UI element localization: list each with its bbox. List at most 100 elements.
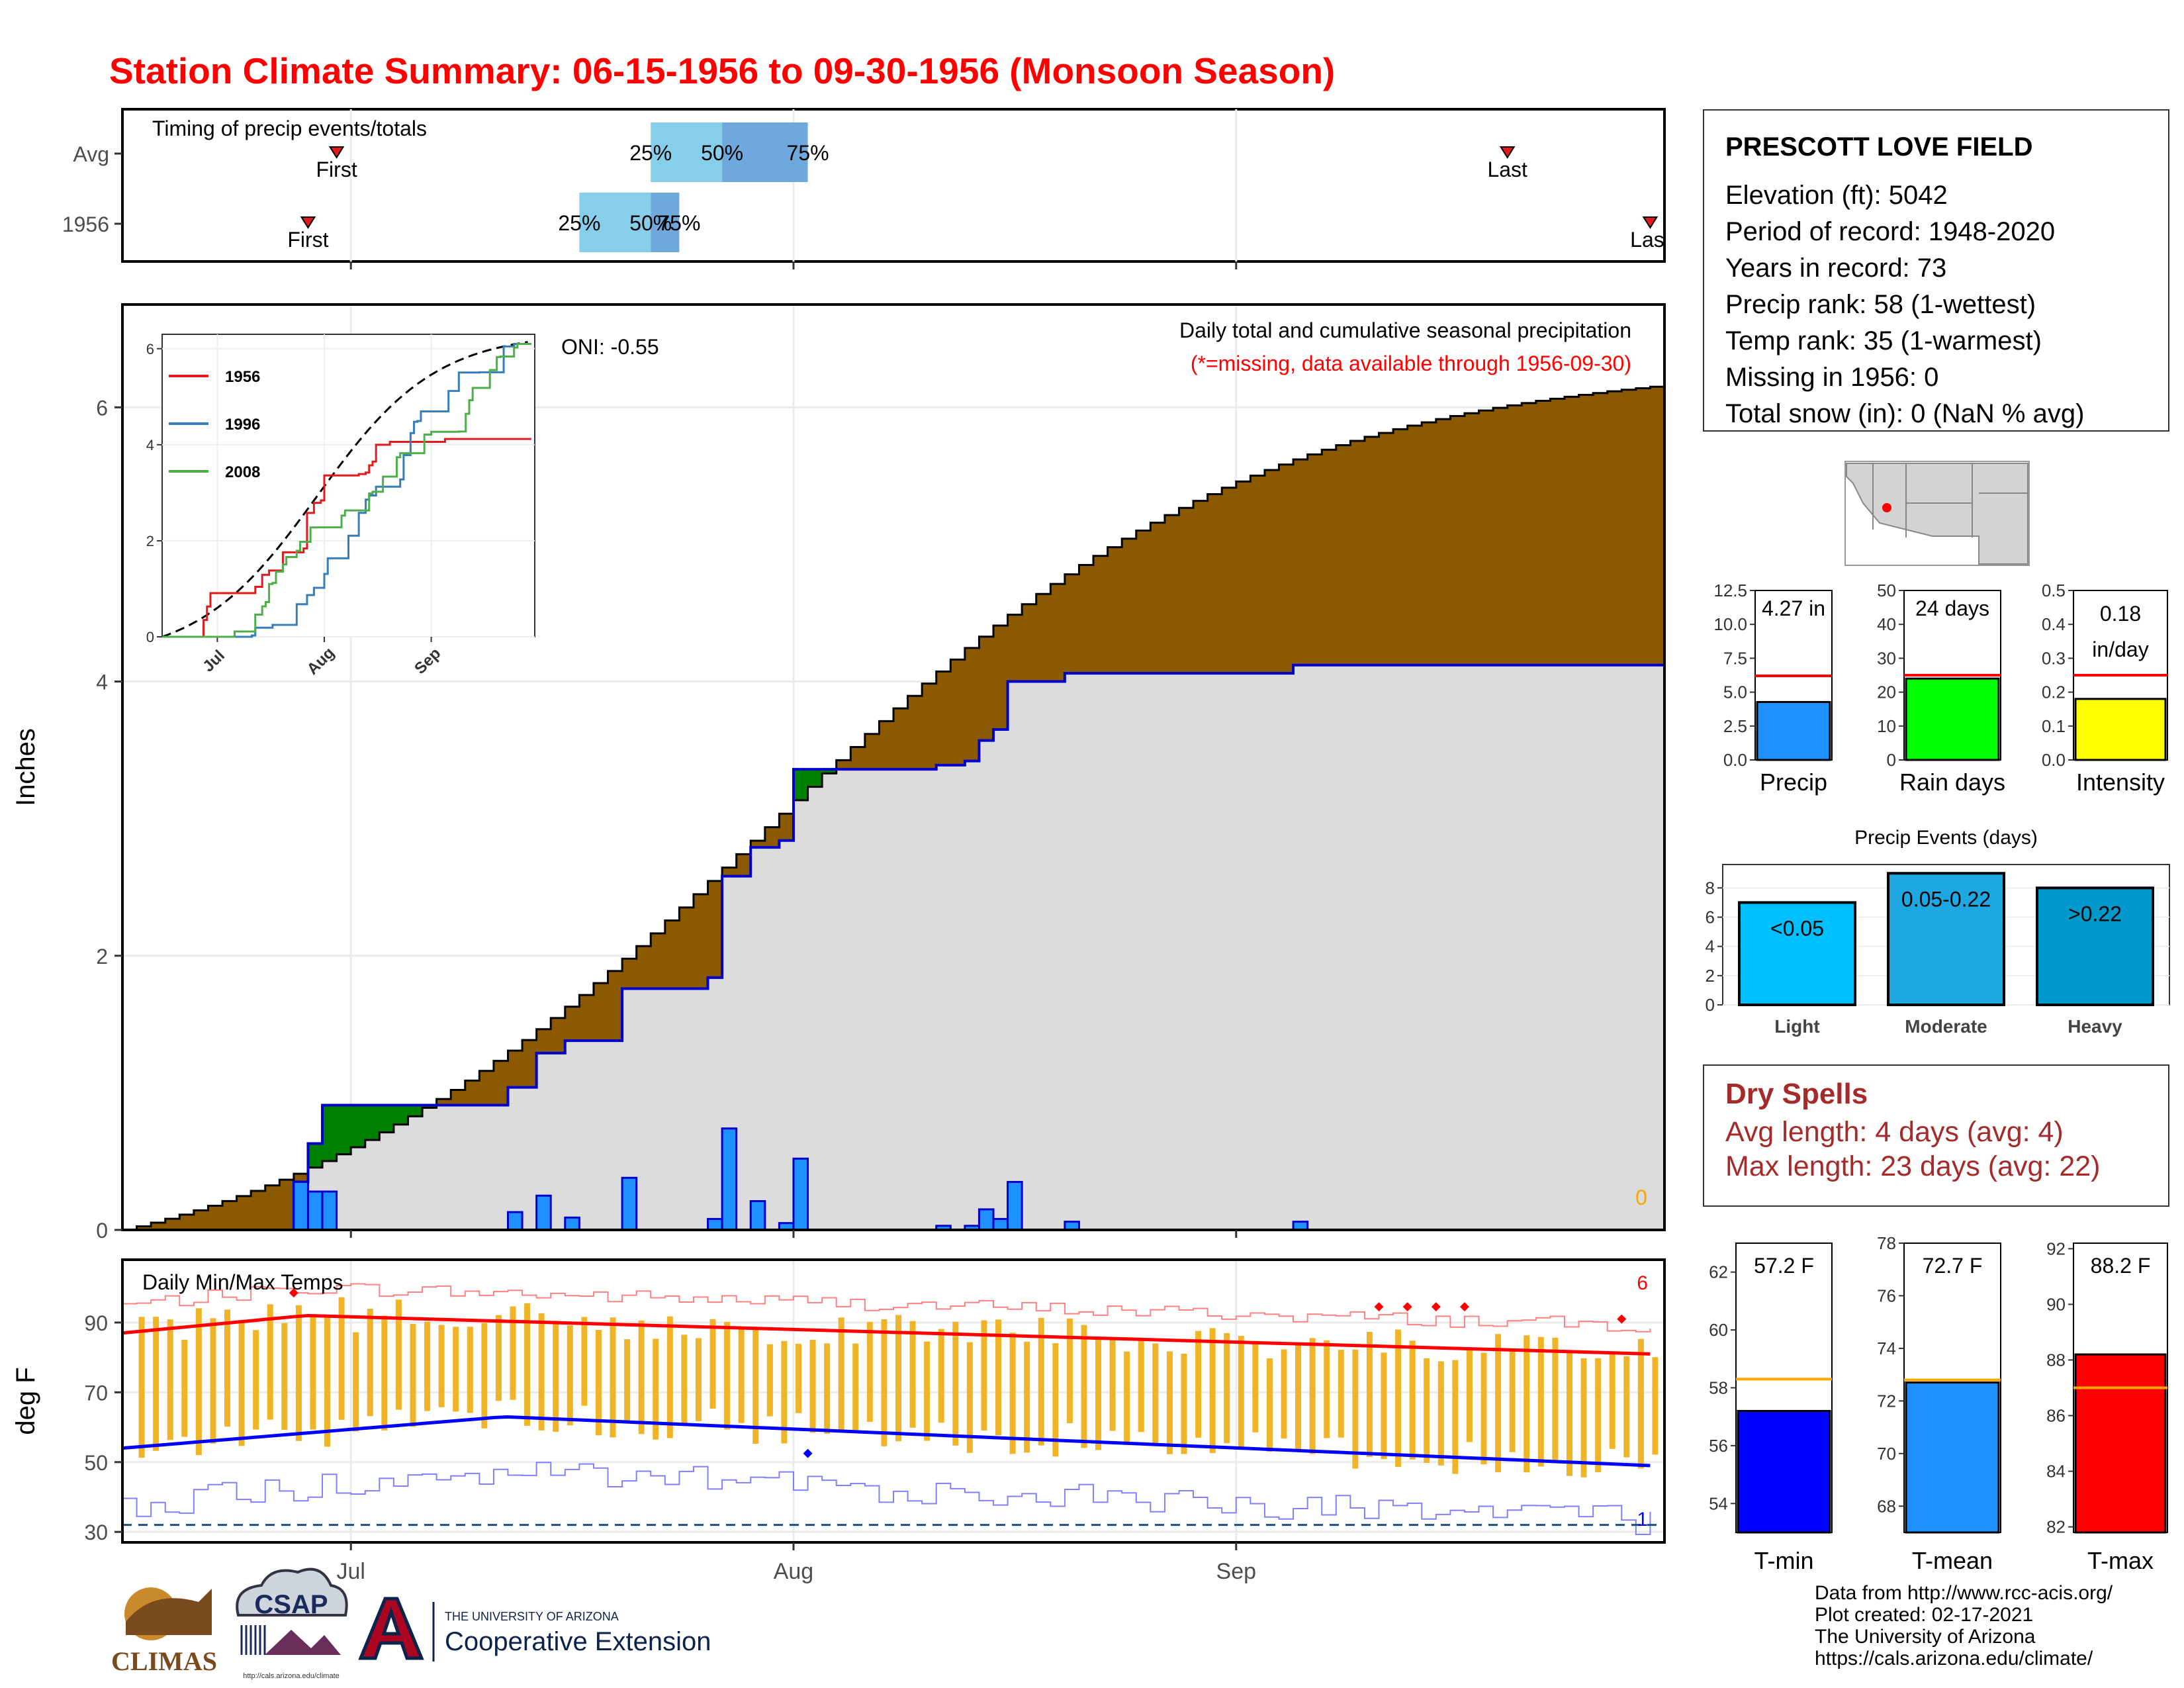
precip-total-label: Precip	[1760, 769, 1827, 796]
tmax-chart-tick-label: 90	[2046, 1294, 2066, 1314]
temp-record-high-count: 6	[1637, 1272, 1648, 1294]
x-axis-month-label: Jul	[336, 1559, 365, 1584]
tmean-chart-value: 72.7 F	[1923, 1254, 1983, 1278]
timing-p50-label: 50%	[629, 211, 672, 235]
temp-daily-range-bar	[1195, 1331, 1202, 1438]
temp-daily-range-bar	[1595, 1358, 1602, 1473]
temp-y-tick-label: 90	[84, 1311, 108, 1335]
temp-daily-range-bar	[1124, 1351, 1130, 1443]
tmean-chart-tick-label: 78	[1877, 1233, 1896, 1253]
temp-daily-range-bar	[395, 1299, 402, 1410]
temp-daily-range-bar	[1224, 1333, 1230, 1444]
temp-daily-range-bar	[353, 1332, 359, 1432]
inset-series-1996	[162, 343, 531, 638]
footer-url: https://cals.arizona.edu/climate/	[1815, 1648, 2093, 1669]
timing-bar-50-75	[651, 193, 680, 252]
temp-record-low-count: 1	[1637, 1509, 1648, 1530]
intensity-chart-bar	[2074, 698, 2167, 761]
temp-daily-range-bar	[1381, 1352, 1387, 1460]
temp-daily-range-bar	[1395, 1329, 1402, 1467]
temp-daily-range-bar	[709, 1319, 716, 1409]
page-title: Station Climate Summary: 06-15-1956 to 0…	[109, 50, 1336, 91]
precip-events-chart: Precip Events (days) 0 2 4 6 8 <0.05 Light 0.05-…	[1706, 827, 2170, 1037]
rain-days-chart-tick-label: 50	[1877, 581, 1896, 600]
temp-daily-range-bar	[238, 1321, 245, 1446]
timing-last-marker	[1499, 146, 1516, 159]
temp-daily-range-bar	[909, 1321, 916, 1428]
temp-daily-range-bar	[581, 1317, 588, 1406]
temp-daily-range-bar	[995, 1319, 1002, 1436]
temp-daily-range-bar	[1181, 1354, 1187, 1454]
timing-p50-label: 50%	[701, 141, 743, 165]
temp-daily-range-bar	[467, 1327, 473, 1413]
precip-daily-bar	[749, 1200, 766, 1231]
precip-daily-bar	[992, 1217, 1009, 1231]
precip-daily-bar	[1007, 1181, 1023, 1231]
intensity-chart-tick-label: 0.2	[2042, 682, 2066, 702]
temp-daily-range-bar	[210, 1318, 216, 1444]
temp-daily-range-bar	[1281, 1349, 1287, 1438]
map-state-borders	[1872, 463, 2028, 538]
precip-y-tick-label: 6	[96, 396, 108, 420]
timing-row-label: 1956	[62, 212, 109, 236]
precip-total-chart-tick-label: 10.0	[1713, 614, 1747, 634]
oni-label: ONI: -0.55	[561, 335, 659, 359]
temp-avg-min-line	[122, 1415, 1651, 1468]
precip-total-chart-bar	[1756, 701, 1831, 761]
precip-daily-bar	[507, 1211, 523, 1231]
rain-days-value: 24 days	[1915, 596, 1989, 620]
tmin-chart-tick-label: 62	[1709, 1262, 1728, 1282]
temp-daily-range-bar	[1609, 1353, 1615, 1449]
temp-daily-range-bar	[381, 1315, 388, 1430]
csap-logo-cloud	[236, 1568, 348, 1617]
temp-daily-range-bar	[895, 1315, 901, 1442]
precip-daily-bar	[707, 1217, 723, 1231]
dry-spells-avg: Avg length: 4 days (avg: 4)	[1725, 1116, 2064, 1148]
inset-legend-label: 1956	[225, 368, 260, 386]
temp-daily-range-bar	[1238, 1335, 1244, 1448]
precip-total-chart: 0.0 2.5 5.0 7.5 10.0 12.5 4.27 in Precip	[1713, 581, 1833, 796]
temp-daily-range-bar	[195, 1308, 202, 1456]
tmin-chart-tick-label: 58	[1709, 1378, 1728, 1398]
temp-daily-range-bar	[1152, 1343, 1159, 1443]
precip-subtitle: Daily total and cumulative seasonal prec…	[1179, 318, 1631, 342]
tmin-chart-label: T-min	[1754, 1547, 1814, 1574]
station-temp-rank: Temp rank: 35 (1-warmest)	[1725, 326, 2042, 355]
timing-p25-label: 25%	[629, 141, 672, 165]
temp-daily-range-bar	[453, 1327, 459, 1412]
temp-daily-range-bar	[1566, 1352, 1572, 1476]
temp-daily-range-bar	[510, 1306, 516, 1400]
tmax-chart-bar	[2074, 1353, 2167, 1534]
temp-daily-range-bar	[267, 1304, 273, 1420]
temp-daily-range-bar	[1580, 1358, 1587, 1477]
timing-p75-label: 75%	[787, 141, 829, 165]
tmin-chart-value: 57.2 F	[1754, 1254, 1814, 1278]
tmean-chart-tick-label: 70	[1877, 1444, 1896, 1464]
temp-daily-range-bar	[167, 1319, 173, 1440]
temp-daily-range-bar	[681, 1335, 688, 1427]
temp-daily-range-bar	[1495, 1334, 1502, 1473]
temp-daily-range-bar	[1424, 1358, 1430, 1464]
timing-bar-25-50	[651, 122, 723, 182]
events-tick-label: 6	[1706, 908, 1715, 927]
events-title: Precip Events (days)	[1854, 827, 2038, 849]
temp-daily-range-bar	[281, 1323, 288, 1430]
temp-daily-range-bar	[495, 1315, 502, 1401]
intensity-unit: in/day	[2092, 637, 2148, 661]
csap-logo-mountain	[265, 1630, 341, 1655]
temp-daily-range-bar	[624, 1339, 631, 1424]
tmin-chart-bar	[1737, 1409, 1831, 1534]
temp-daily-range-bar	[752, 1327, 759, 1444]
temp-daily-range-bar	[1452, 1360, 1459, 1474]
temp-daily-range-bar	[1052, 1343, 1059, 1457]
inset-y-tick-label: 0	[146, 629, 154, 645]
temp-daily-range-bar	[153, 1317, 159, 1451]
inset-legend-label: 2008	[225, 463, 260, 481]
events-bar-label: <0.05	[1770, 916, 1824, 940]
precip-total-value: 4.27 in	[1762, 596, 1825, 620]
temp-daily-range-bar	[838, 1317, 844, 1431]
inset-y-tick-label: 6	[146, 341, 154, 357]
tmax-chart-tick-label: 86	[2046, 1406, 2066, 1426]
timing-first-marker	[328, 146, 345, 159]
tmin-chart: 54 56 58 60 62 57.2 F T-min	[1709, 1243, 1833, 1574]
